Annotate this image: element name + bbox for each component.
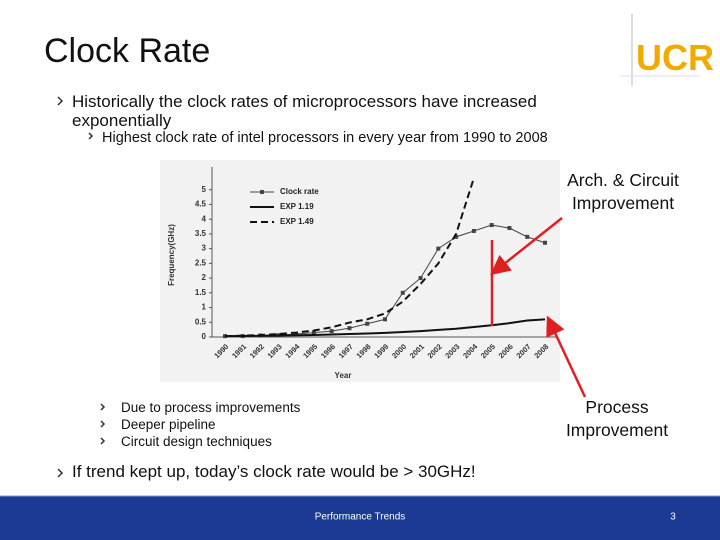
data-point	[489, 223, 494, 228]
reason: Circuit design techniques	[121, 434, 272, 449]
data-point	[294, 332, 299, 337]
data-point	[454, 234, 459, 239]
data-point	[525, 234, 530, 239]
y-tick-label: 3	[202, 244, 207, 253]
y-tick-label: 0	[202, 332, 207, 341]
y-tick-label: 1.5	[195, 288, 207, 297]
data-point	[471, 228, 476, 233]
legend-label: Clock rate	[280, 187, 319, 196]
bullet: Historically the clock rates of micropro…	[72, 92, 537, 130]
data-point	[418, 276, 423, 281]
page-number: 3	[670, 512, 676, 523]
bullet-icons	[57, 96, 106, 478]
reason: Deeper pipeline	[121, 417, 216, 432]
sub-bullet: Highest clock rate of intel processors i…	[102, 130, 548, 146]
reason: Due to process improvements	[121, 400, 301, 415]
y-tick-label: 0.5	[195, 317, 207, 326]
data-point	[329, 329, 334, 334]
y-tick-label: 3.5	[195, 229, 207, 238]
slide-title: Clock Rate	[44, 32, 211, 70]
y-tick-label: 5	[202, 185, 207, 194]
x-axis-label: Year	[335, 371, 352, 380]
data-point	[365, 321, 370, 326]
logo: UCR	[636, 37, 714, 78]
legend-label: EXP 1.19	[280, 202, 314, 211]
data-point	[311, 330, 316, 335]
annotation: Arch. & Circuit Improvement	[567, 170, 679, 213]
bullet: If trend kept up, today’s clock rate wou…	[72, 462, 476, 481]
legend-label: EXP 1.49	[280, 217, 314, 226]
footer-text: Performance Trends	[315, 512, 406, 523]
y-tick-label: 4.5	[195, 200, 207, 209]
y-tick-label: 4	[202, 214, 207, 223]
data-point	[543, 240, 547, 245]
annotation-arrow	[490, 217, 563, 276]
data-point	[436, 246, 441, 251]
data-point	[347, 326, 352, 331]
legend-marker	[260, 190, 264, 194]
y-axis-label: Frequency(GHz)	[167, 224, 176, 286]
annotation: Process Improvement	[565, 397, 669, 440]
footer-bar	[0, 496, 720, 540]
y-tick-label: 2.5	[195, 258, 207, 267]
y-tick-label: 1	[202, 303, 207, 312]
data-point	[507, 226, 512, 231]
series-line	[224, 177, 475, 338]
annotation-arrow	[546, 315, 587, 398]
data-point	[383, 317, 387, 322]
y-tick-label: 2	[202, 273, 207, 282]
data-point	[400, 290, 405, 295]
